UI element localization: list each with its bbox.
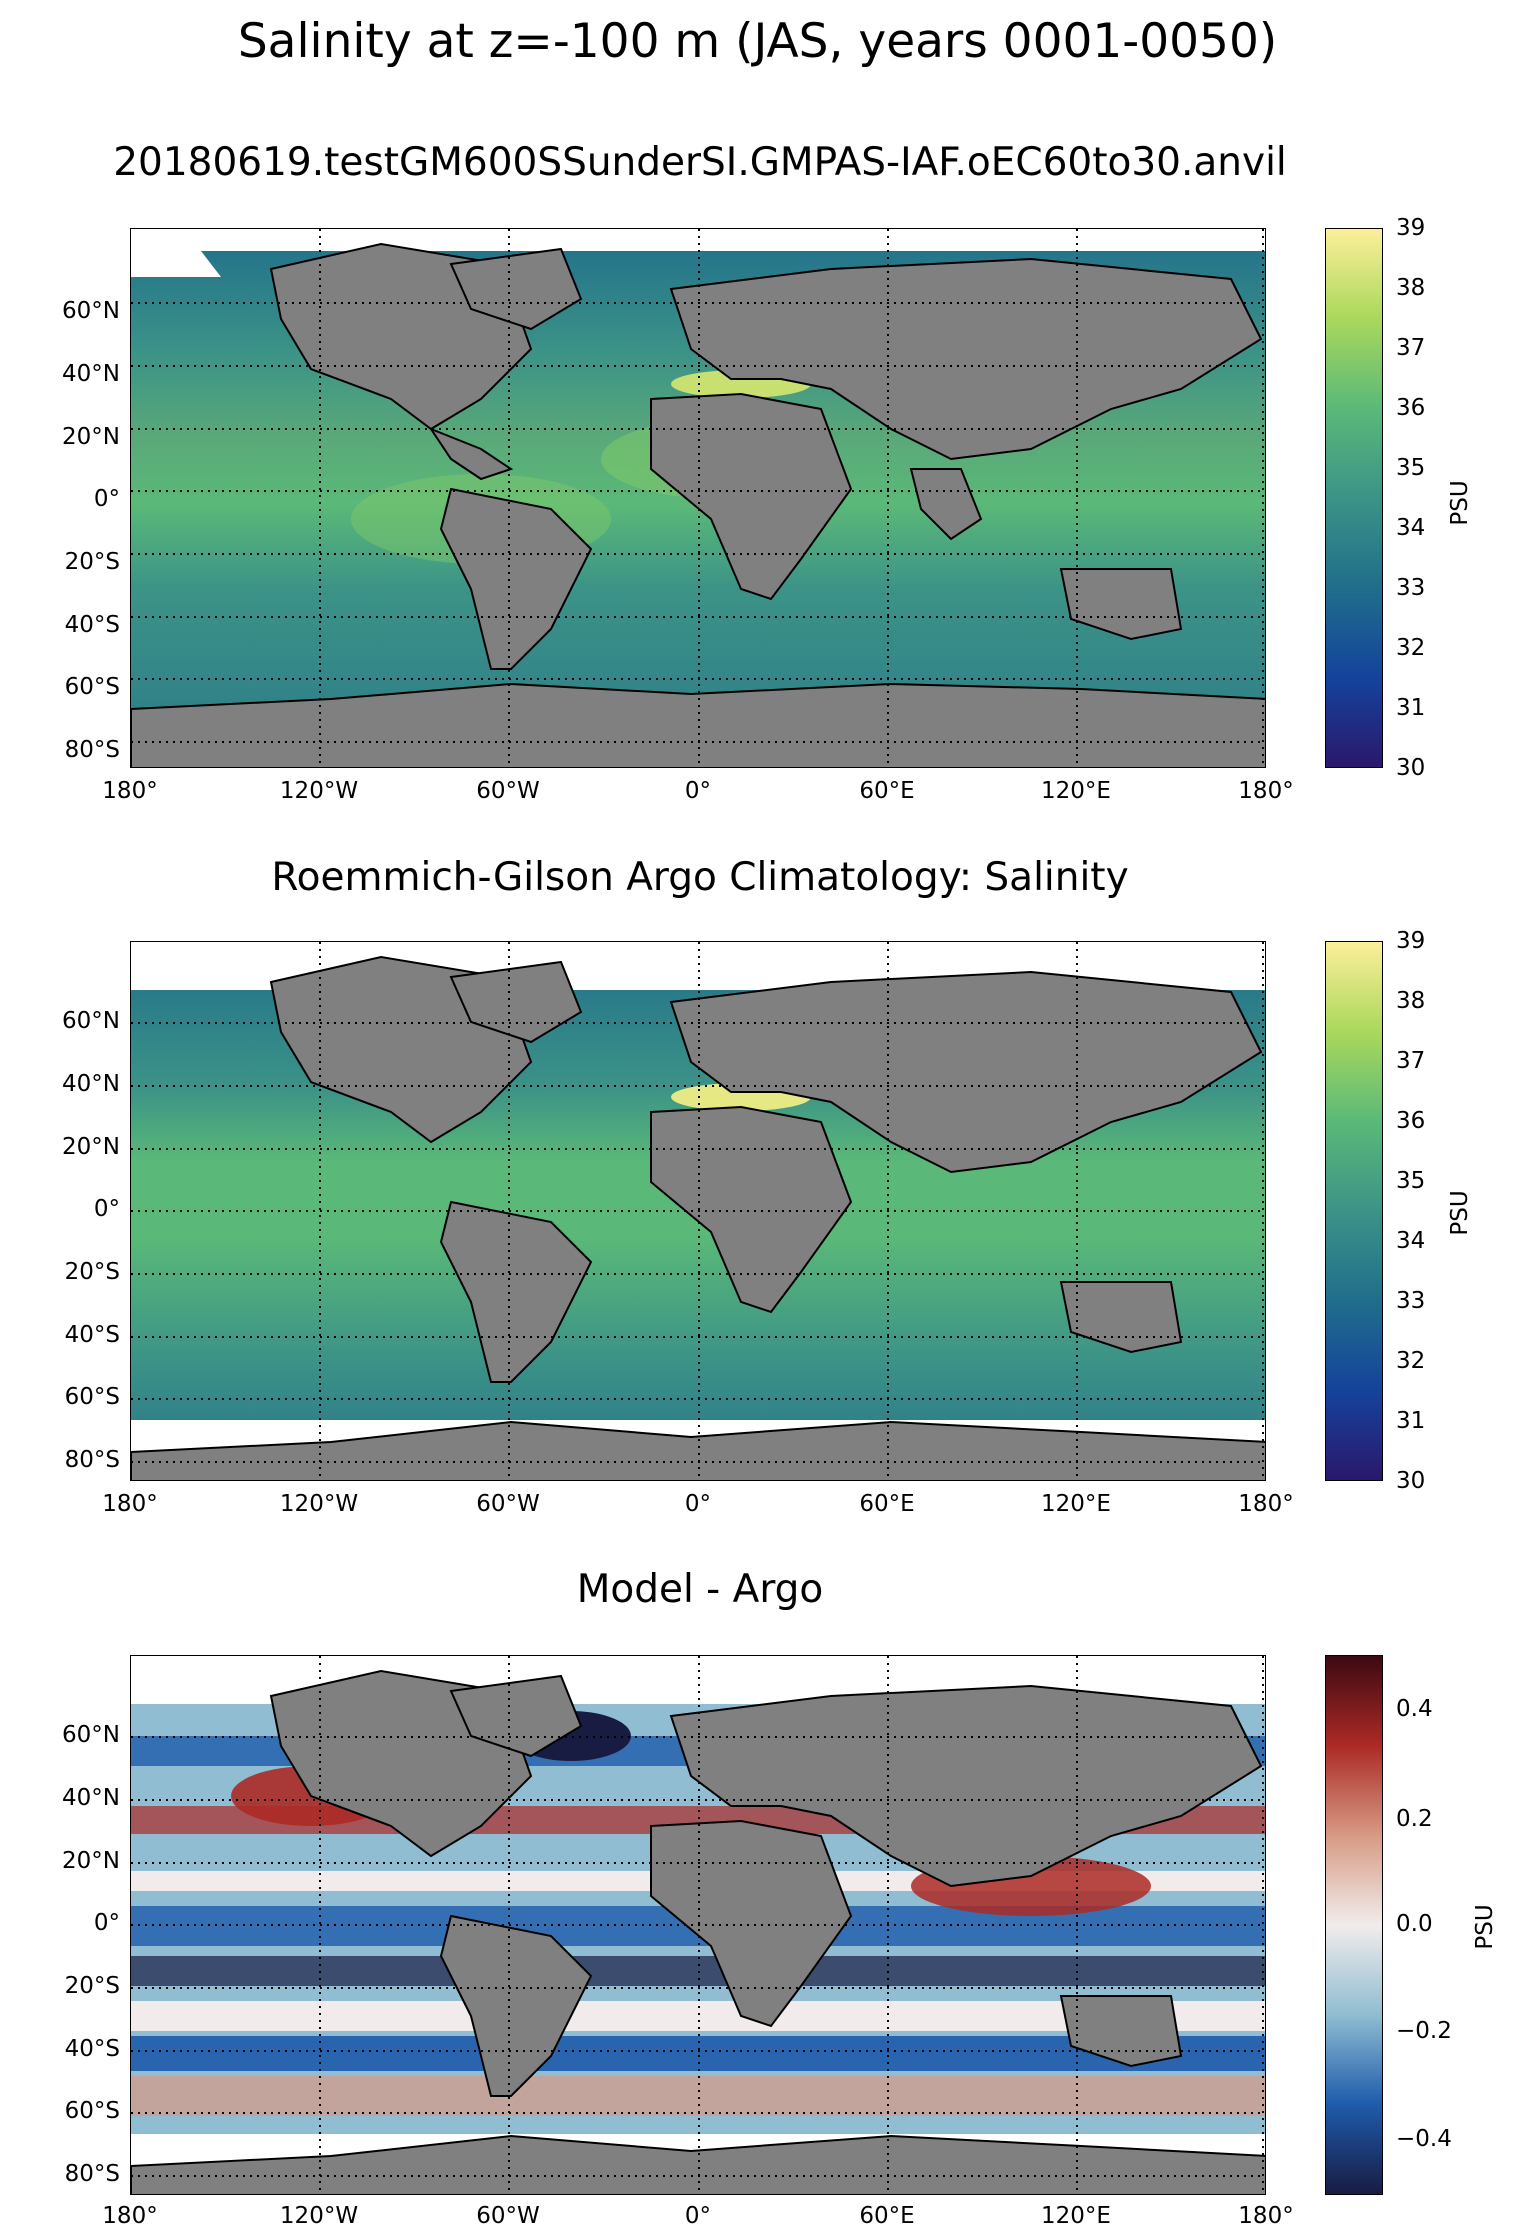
colorbar-tick: 37 — [1396, 1048, 1426, 1074]
panel-1-title: 20180619.testGM600SSunderSI.GMPAS-IAF.oE… — [113, 140, 1287, 185]
panel-3-map — [130, 1655, 1266, 2195]
lon-tick: 120°W — [279, 778, 359, 804]
lat-tick: 60°N — [62, 298, 120, 324]
lon-tick: 60°E — [859, 1491, 915, 1517]
colorbar-tick: 31 — [1396, 695, 1426, 721]
lon-tick: 60°W — [476, 778, 540, 804]
lat-tick: 20°S — [64, 1259, 120, 1285]
lat-tick: 60°S — [64, 2098, 120, 2124]
colorbar-tick: 0.4 — [1396, 1696, 1433, 1722]
colorbar-tick: 33 — [1396, 575, 1426, 601]
lon-tick: 120°W — [279, 2203, 359, 2229]
colorbar-tick: −0.4 — [1396, 2126, 1452, 2152]
colorbar-tick: 0.2 — [1396, 1806, 1433, 1832]
colorbar-tick: 38 — [1396, 275, 1426, 301]
panel-3-title: Model - Argo — [576, 1567, 824, 1612]
lat-tick: 0° — [93, 486, 120, 512]
lon-tick: 0° — [684, 2203, 712, 2229]
colorbar-tick: 34 — [1396, 1228, 1426, 1254]
colorbar-unit-label: PSU — [1447, 480, 1473, 526]
lon-tick: 120°E — [1041, 778, 1111, 804]
lat-tick: 40°S — [64, 612, 120, 638]
lon-tick: 120°W — [279, 1491, 359, 1517]
colorbar-tick: 32 — [1396, 635, 1426, 661]
lat-tick: 60°N — [62, 1008, 120, 1034]
colorbar-unit-label: PSU — [1472, 1904, 1498, 1950]
lat-tick: 20°N — [62, 1134, 120, 1160]
colorbar-tick: 32 — [1396, 1348, 1426, 1374]
panel-2-map — [130, 941, 1266, 1481]
colorbar-unit-label: PSU — [1447, 1190, 1473, 1236]
lon-tick: 180° — [102, 778, 158, 804]
lon-tick: 0° — [684, 1491, 712, 1517]
lat-tick: 60°S — [64, 674, 120, 700]
lat-tick: 20°S — [64, 549, 120, 575]
lat-tick: 0° — [93, 1910, 120, 1936]
lon-tick: 180° — [1238, 1491, 1294, 1517]
panel-1-map — [130, 228, 1266, 768]
lat-tick: 80°S — [64, 737, 120, 763]
lat-tick: 40°N — [62, 1785, 120, 1811]
lat-tick: 20°S — [64, 1973, 120, 1999]
lat-tick: 80°S — [64, 2161, 120, 2187]
lon-tick: 0° — [684, 778, 712, 804]
panel-2-title: Roemmich-Gilson Argo Climatology: Salini… — [271, 855, 1129, 900]
colorbar-tick: 38 — [1396, 988, 1426, 1014]
lon-tick: 120°E — [1041, 2203, 1111, 2229]
lon-tick: 60°E — [859, 2203, 915, 2229]
lon-tick: 120°E — [1041, 1491, 1111, 1517]
lat-tick: 20°N — [62, 424, 120, 450]
lat-tick: 40°N — [62, 361, 120, 387]
colorbar-tick: 35 — [1396, 1168, 1426, 1194]
lat-tick: 60°S — [64, 1384, 120, 1410]
panel-2-colorbar — [1325, 941, 1383, 1481]
colorbar-tick: −0.2 — [1396, 2018, 1452, 2044]
colorbar-tick: 0.0 — [1396, 1911, 1433, 1937]
colorbar-tick: 39 — [1396, 928, 1426, 954]
colorbar-tick: 36 — [1396, 395, 1426, 421]
colorbar-tick: 35 — [1396, 455, 1426, 481]
panel-1-map-graphic — [131, 229, 1265, 767]
colorbar-tick: 31 — [1396, 1408, 1426, 1434]
lon-tick: 60°W — [476, 2203, 540, 2229]
panel-3-colorbar — [1325, 1655, 1383, 2195]
colorbar-tick: 30 — [1396, 1468, 1426, 1494]
lon-tick: 60°E — [859, 778, 915, 804]
colorbar-tick: 33 — [1396, 1288, 1426, 1314]
lat-tick: 40°N — [62, 1071, 120, 1097]
lat-tick: 20°N — [62, 1848, 120, 1874]
lat-tick: 40°S — [64, 2036, 120, 2062]
lat-tick: 0° — [93, 1196, 120, 1222]
lon-tick: 180° — [102, 1491, 158, 1517]
panel-1-colorbar — [1325, 228, 1383, 768]
lat-tick: 80°S — [64, 1447, 120, 1473]
colorbar-tick: 37 — [1396, 335, 1426, 361]
colorbar-tick: 36 — [1396, 1108, 1426, 1134]
lon-tick: 180° — [102, 2203, 158, 2229]
colorbar-tick: 30 — [1396, 755, 1426, 781]
colorbar-tick: 39 — [1396, 215, 1426, 241]
figure-title: Salinity at z=-100 m (JAS, years 0001-00… — [237, 14, 1278, 69]
lon-tick: 180° — [1238, 778, 1294, 804]
lon-tick: 180° — [1238, 2203, 1294, 2229]
panel-2-map-graphic — [131, 942, 1265, 1480]
lat-tick: 60°N — [62, 1722, 120, 1748]
panel-3-map-graphic — [131, 1656, 1265, 2194]
lat-tick: 40°S — [64, 1322, 120, 1348]
lon-tick: 60°W — [476, 1491, 540, 1517]
colorbar-tick: 34 — [1396, 515, 1426, 541]
